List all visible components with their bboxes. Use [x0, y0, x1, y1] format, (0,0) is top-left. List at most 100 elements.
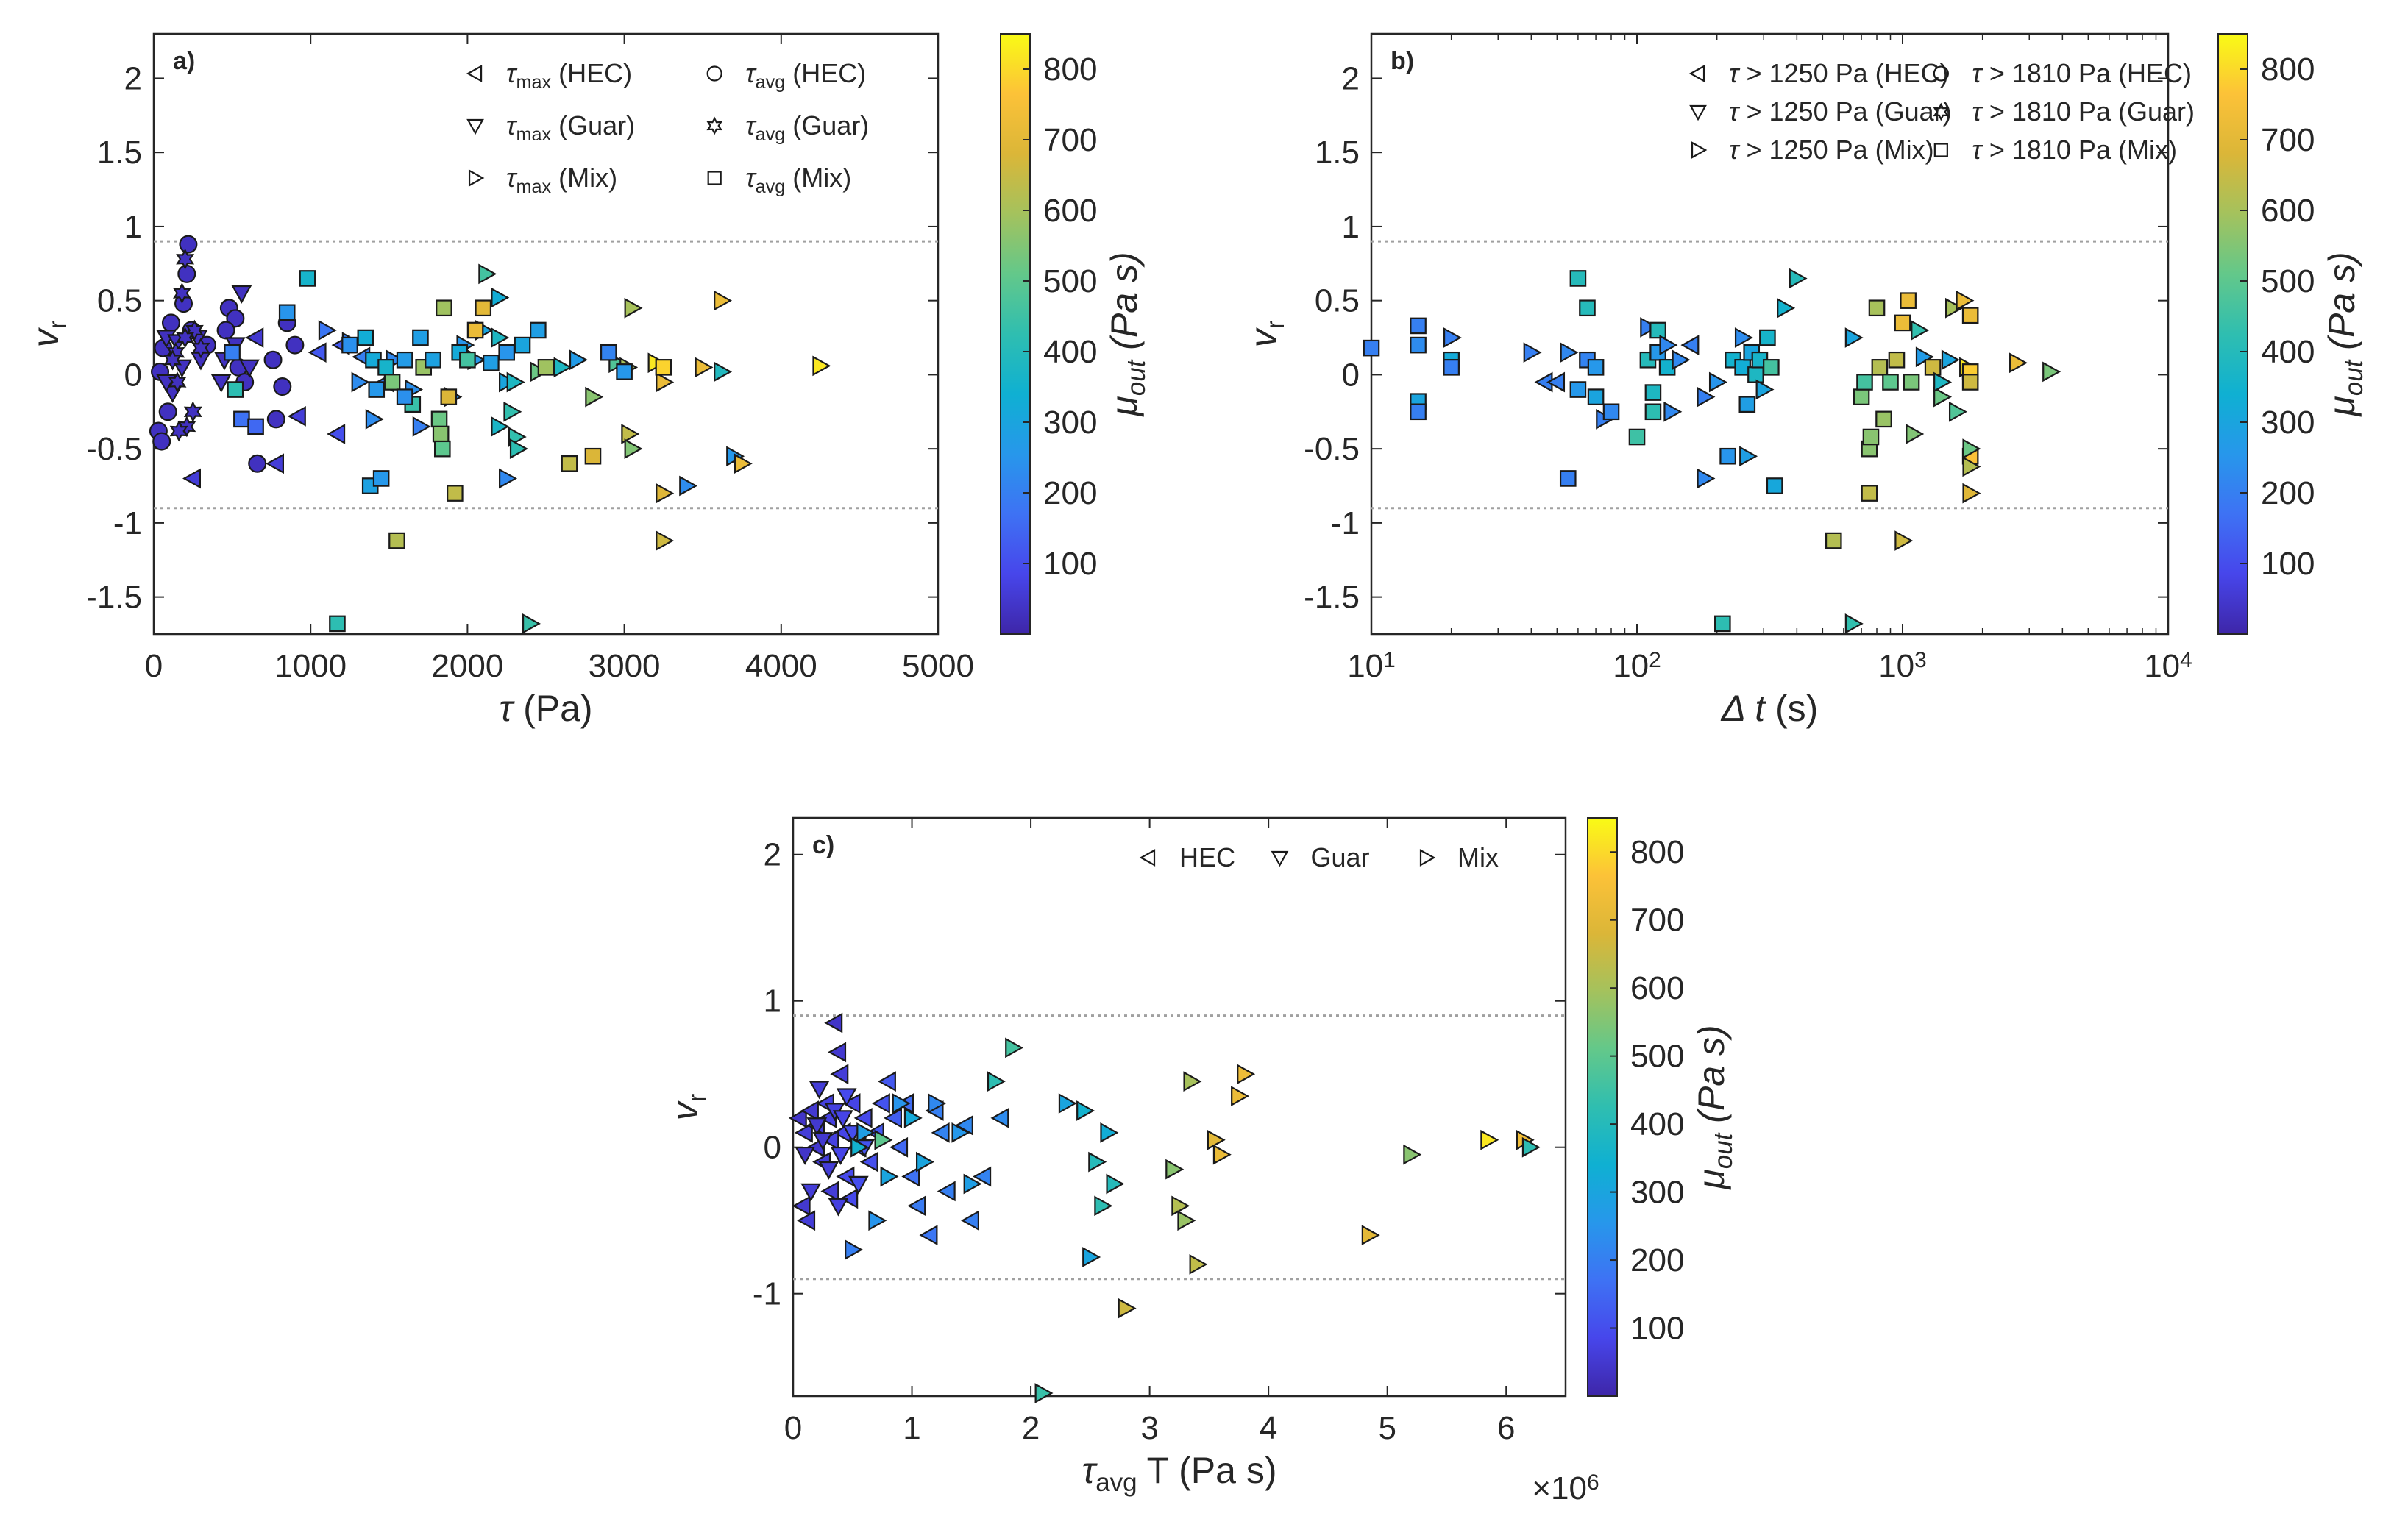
colorbar-tick-label: 100: [1630, 1311, 1684, 1347]
legend-symbol: τ: [745, 110, 757, 140]
legend-label: HEC: [1179, 842, 1235, 872]
data-point-tri-right: [522, 613, 541, 634]
data-point-square: [1628, 428, 1646, 446]
data-point-square: [537, 359, 555, 376]
data-point-circle: [226, 309, 245, 328]
data-point-square: [1587, 388, 1605, 405]
legend-label: τavg (Mix): [745, 163, 851, 197]
y-axis-label: vr: [664, 1093, 711, 1120]
y-axis-subscript: r: [43, 320, 72, 329]
data-point-hexagram: [185, 319, 204, 341]
data-point-square: [1903, 374, 1920, 391]
data-point-square: [396, 388, 413, 405]
legend-text: > 1250 Pa (Mix): [1738, 135, 1933, 165]
y-tick-label: 0.5: [97, 283, 142, 319]
data-point-tri-right: [656, 483, 675, 504]
data-point-tri-down: [832, 1110, 853, 1129]
y-axis-symbol: v: [25, 327, 66, 347]
colorbar-tick-value: 600: [1043, 193, 1097, 229]
data-point-tri-right: [1663, 401, 1683, 422]
data-point-square: [483, 354, 500, 371]
legend-label: τ > 1250 Pa (Mix): [1729, 135, 1934, 165]
x-tick-exponent: 3: [1914, 648, 1927, 672]
data-point-tri-left: [800, 1100, 819, 1121]
data-point-square: [1602, 403, 1620, 421]
data-point-tri-left: [859, 1151, 878, 1173]
data-point-tri-right: [1697, 468, 1716, 489]
colorbar-tick-label: 400: [1630, 1106, 1684, 1142]
data-point-square: [233, 410, 250, 428]
data-point-tri-right: [1207, 1129, 1226, 1150]
data-points: [1363, 268, 2061, 634]
colorbar-tick-label: 300: [1043, 405, 1097, 441]
y-tick-label: 0: [124, 357, 142, 393]
data-point-circle: [158, 402, 177, 421]
data-point-square: [430, 410, 448, 428]
legend-marker-tri-right: [468, 169, 485, 187]
data-point-tri-right: [695, 357, 714, 378]
x-multiplier: ×106: [1532, 1470, 1599, 1507]
data-point-tri-left: [1546, 371, 1566, 393]
panel-c: 0 1 2 3 4 5 6 2 1 0 -1 c) HEC Guar Mix τavg T (Pa s)…: [664, 816, 1738, 1507]
data-point-tri-left: [797, 1210, 816, 1231]
panel-label-text: a): [173, 47, 195, 75]
colorbar-tick-value: 700: [1630, 903, 1684, 939]
data-point-tri-right: [1906, 424, 1925, 444]
y-tick-label: 2: [764, 837, 781, 873]
x-tick-value: 10: [1878, 648, 1914, 684]
data-point-square: [1825, 532, 1842, 549]
data-point-square: [561, 455, 578, 472]
data-point-tri-right: [351, 371, 370, 393]
colorbar-tick-value: 500: [1043, 263, 1097, 299]
colorbar-tick-value: 700: [2261, 122, 2315, 158]
data-point-tri-right: [503, 401, 522, 422]
data-point-tri-right: [1894, 530, 1914, 551]
legend-label: Mix: [1457, 842, 1499, 872]
x-axis-unit: (Pa): [513, 688, 592, 729]
colorbar-tick-value: 100: [2261, 546, 2315, 582]
data-point-tri-right: [1933, 386, 1953, 408]
data-point-circle: [177, 264, 196, 283]
y-tick-label: 2: [124, 60, 142, 96]
legend-marker-hexagram: [1933, 102, 1950, 121]
legend-marker-tri-down: [1689, 104, 1707, 121]
x-tick-value: 4000: [745, 648, 817, 684]
data-point-tri-right: [1177, 1210, 1196, 1231]
data-point-tri-right: [1962, 438, 1981, 460]
data-point-tri-right: [1523, 342, 1542, 363]
colorbar-tick-label: 600: [1630, 970, 1684, 1006]
y-tick-label: -1: [113, 505, 142, 541]
data-point-tri-right: [734, 453, 753, 474]
data-point-square: [1410, 317, 1427, 335]
data-point-hexagram: [172, 282, 191, 304]
data-point-tri-right: [1672, 349, 1691, 371]
data-point-tri-right: [1948, 401, 1967, 422]
data-point-square: [1579, 299, 1596, 317]
legend-symbol: τ: [1729, 58, 1741, 88]
colorbar-gradient: [2217, 33, 2248, 635]
legend-label: Guar: [1311, 842, 1370, 872]
data-point-tri-right: [1640, 317, 1659, 338]
y-tick-label: -1: [1331, 505, 1360, 541]
x-tick-value: 0: [145, 648, 163, 684]
data-point-tri-right: [679, 475, 698, 497]
data-point-square: [447, 485, 464, 502]
data-point-tri-right: [656, 530, 675, 551]
legend-marker-tri-left: [1139, 849, 1156, 867]
data-point-square: [600, 344, 617, 361]
data-point-tri-right: [1844, 327, 1864, 348]
data-point-tri-right: [506, 371, 525, 393]
data-point-tri-left: [901, 1166, 920, 1187]
data-point-hexagram: [168, 371, 187, 393]
y-tick-value: -0.5: [86, 431, 142, 467]
data-point-square: [655, 359, 672, 376]
data-point-tri-right: [1212, 1144, 1232, 1165]
colorbar-tick-label: 600: [2261, 193, 2315, 229]
data-point-square: [1569, 270, 1587, 287]
data-point-tri-right: [499, 468, 517, 489]
data-point-square: [436, 299, 452, 317]
y-tick-label: 1: [1342, 209, 1360, 245]
data-point-tri-right: [365, 408, 384, 430]
data-point-circle: [179, 235, 198, 254]
x-axis-symbol: τ: [1082, 1450, 1098, 1491]
